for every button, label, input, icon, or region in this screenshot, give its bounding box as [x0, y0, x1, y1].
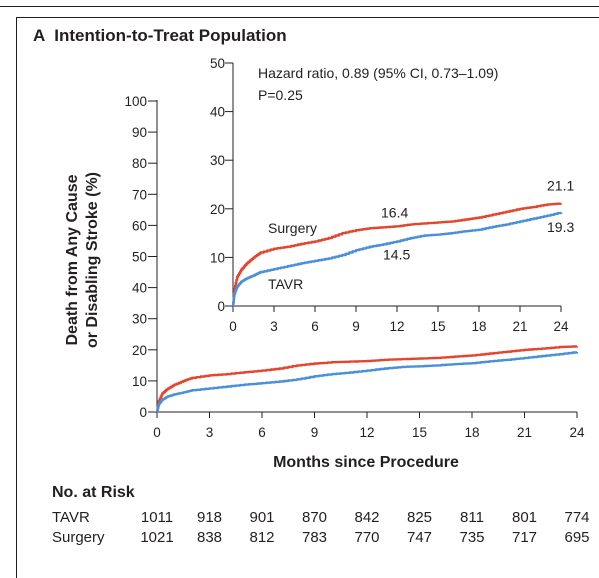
inset-x-tick-label: 9 [352, 319, 360, 334]
risk-value-tavr: 801 [511, 509, 538, 526]
p-value-text: P=0.25 [258, 87, 303, 103]
inset-curve-surgery [232, 202, 563, 308]
main-curve-tavr [156, 351, 579, 414]
risk-row-label-tavr: TAVR [52, 509, 90, 526]
y-tick-label: 20 [132, 343, 147, 358]
value-label-tavr-24: 19.3 [547, 219, 574, 235]
inset-y-tick-label: 30 [210, 153, 225, 168]
y-tick-label: 30 [132, 312, 147, 327]
risk-row-label-surgery: Surgery [52, 529, 105, 546]
x-tick-label: 9 [311, 425, 319, 440]
y-tick-label: 0 [139, 405, 147, 420]
x-tick-label: 21 [517, 425, 532, 440]
panel-title-text: Intention-to-Treat Population [54, 26, 287, 45]
inset-x-tick-label: 12 [389, 319, 404, 334]
inset-y-tick-label: 20 [210, 202, 225, 217]
y-tick-label: 10 [132, 374, 147, 389]
x-tick-label: 12 [359, 425, 374, 440]
surgery-curve-label: Surgery [268, 220, 317, 236]
inset-x-tick-label: 15 [430, 319, 445, 334]
risk-value-surgery: 747 [406, 529, 433, 546]
inset-y-tick-label: 10 [210, 250, 225, 265]
risk-value-surgery: 735 [459, 529, 485, 546]
main-curve-surgery [156, 345, 579, 414]
x-tick-label: 15 [412, 425, 427, 440]
risk-value-tavr: 1011 [140, 509, 174, 526]
inset-x-tick-label: 6 [311, 319, 319, 334]
y-tick-label: 70 [132, 187, 147, 202]
top-rule [0, 6, 599, 7]
risk-value-surgery: 695 [564, 529, 590, 546]
x-tick-label: 6 [258, 425, 266, 440]
y-tick-label: 60 [132, 218, 147, 233]
value-label-tavr-12: 14.5 [383, 247, 410, 263]
inset-x-tick-label: 3 [270, 319, 278, 334]
risk-value-tavr: 825 [406, 509, 433, 526]
inset-x-tick-label: 24 [553, 319, 569, 334]
inset-x-tick-label: 21 [512, 319, 527, 334]
risk-value-surgery: 1021 [140, 529, 174, 546]
y-axis-label-line1: Death from Any Cause [64, 174, 81, 345]
y-tick-label: 50 [132, 250, 147, 265]
x-tick-label: 24 [569, 425, 585, 440]
x-tick-label: 0 [153, 425, 161, 440]
curves: 16.4 14.5 21.1 19.3 [156, 177, 579, 414]
tavr-curve-label: TAVR [268, 276, 303, 292]
risk-value-tavr: 901 [249, 509, 275, 526]
inset-y-tick-label: 0 [217, 299, 225, 314]
risk-value-tavr: 811 [460, 509, 484, 526]
inset-y-tick-label: 40 [210, 105, 225, 120]
value-label-surgery-24: 21.1 [547, 177, 574, 193]
inset-curve-tavr [232, 211, 563, 308]
x-axis-label: Months since Procedure [273, 454, 459, 471]
inset-x-tick-label: 0 [229, 319, 237, 334]
inset-x-tick-label: 18 [471, 319, 486, 334]
risk-value-surgery: 838 [196, 529, 223, 546]
y-axis-label-line2: or Disabling Stroke (%) [84, 172, 101, 348]
risk-value-tavr: 918 [196, 509, 223, 526]
risk-value-tavr: 774 [564, 509, 590, 526]
risk-value-surgery: 812 [249, 529, 275, 546]
x-tick-label: 3 [206, 425, 214, 440]
y-tick-label: 40 [132, 281, 147, 296]
inset-y-tick-label: 50 [210, 56, 225, 71]
panel-title: A Intention-to-Treat Population [33, 26, 287, 46]
risk-value-tavr: 870 [301, 509, 328, 526]
hazard-ratio-text: Hazard ratio, 0.89 (95% CI, 0.73–1.09) [258, 65, 498, 81]
panel-letter: A [33, 26, 46, 45]
risk-table-title: No. at Risk [52, 484, 135, 501]
risk-value-tavr: 842 [354, 509, 380, 526]
y-tick-label: 100 [124, 94, 147, 109]
value-label-surgery-12: 16.4 [381, 204, 408, 220]
risk-value-surgery: 783 [301, 529, 328, 546]
panel-frame [16, 17, 599, 578]
risk-value-surgery: 770 [354, 529, 380, 546]
y-tick-label: 80 [132, 156, 147, 171]
risk-value-surgery: 717 [511, 529, 538, 546]
inset-axes: 0 10 20 30 40 50 0 3 6 9 12 15 18 21 24 [210, 56, 569, 334]
x-tick-label: 18 [464, 425, 479, 440]
y-tick-label: 90 [132, 125, 147, 140]
